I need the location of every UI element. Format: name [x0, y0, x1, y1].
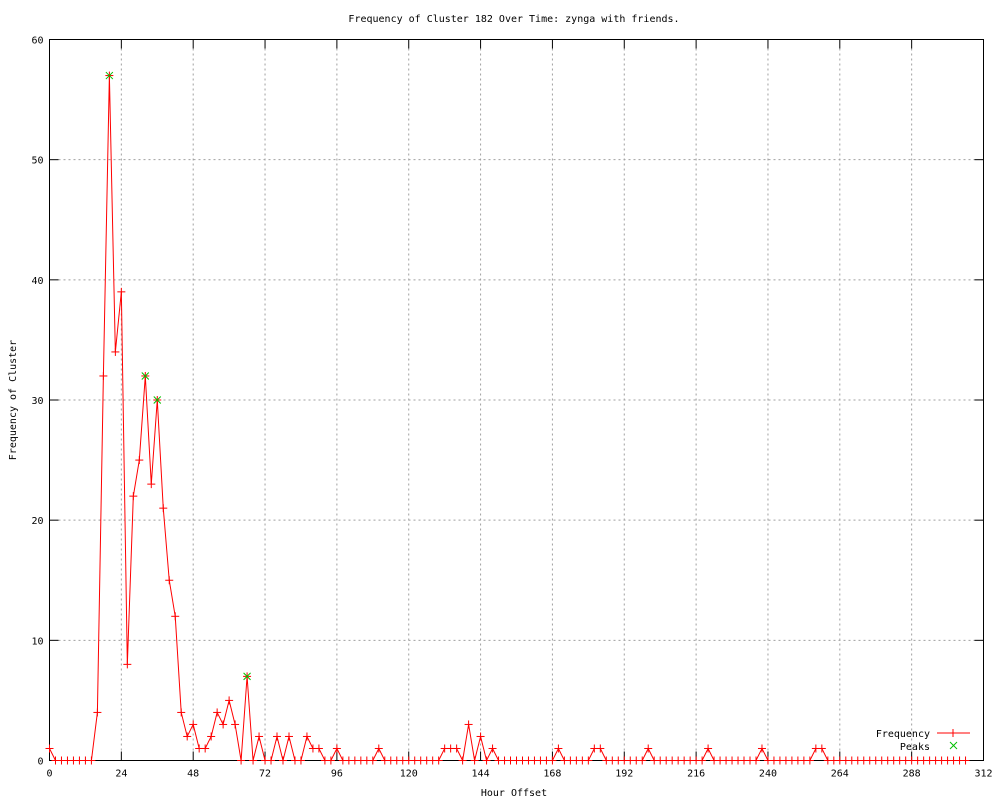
frequency-point	[123, 660, 132, 669]
frequency-point	[638, 756, 647, 765]
x-tick-label: 0	[46, 769, 52, 780]
frequency-point	[476, 732, 485, 741]
frequency-point	[817, 744, 826, 753]
frequency-point	[961, 756, 970, 765]
peak-point	[153, 396, 162, 404]
frequency-point	[805, 756, 814, 765]
y-tick-label: 60	[31, 36, 43, 47]
frequency-point	[279, 756, 287, 765]
frequency-point	[87, 756, 96, 765]
legend-label-frequency: Frequency	[876, 729, 930, 740]
frequency-point	[704, 744, 713, 753]
peak-point-b	[141, 372, 150, 380]
axes: 0 10 20 30 40 50 60 0 24 48 72 96 120 144 168 192 216 240…	[31, 36, 992, 780]
y-tick-label: 30	[31, 396, 43, 407]
frequency-point	[255, 732, 264, 741]
frequency-point	[201, 744, 210, 753]
frequency-point	[213, 708, 222, 717]
frequency-point	[231, 720, 240, 729]
y-tick-label: 0	[37, 757, 43, 768]
peak-point	[105, 71, 114, 80]
x-tick-label: 72	[259, 769, 271, 780]
frequency-point	[159, 504, 168, 513]
frequency-point	[99, 371, 108, 380]
frequency-point	[225, 696, 234, 705]
frequency-point	[368, 756, 377, 765]
frequency-point	[237, 756, 246, 765]
frequency-point	[135, 456, 144, 465]
frequency-point	[698, 756, 707, 765]
frequency-point	[470, 756, 479, 765]
frequency-point	[267, 756, 276, 765]
legend-marker-peaks	[949, 741, 958, 750]
x-tick-label: 192	[615, 769, 633, 780]
frequency-point	[183, 732, 192, 741]
x-tick-label: 168	[543, 769, 561, 780]
frequency-point	[273, 732, 282, 741]
legend: Frequency Peaks	[876, 729, 970, 753]
y-tick-label: 10	[31, 636, 43, 647]
x-axis-label: Hour Offset	[481, 788, 547, 799]
frequency-point	[93, 708, 102, 717]
y-axis-label: Frequency of Cluster	[8, 340, 19, 460]
frequency-point	[488, 744, 497, 753]
frequency-point	[177, 708, 186, 717]
frequency-point	[482, 756, 491, 765]
grid	[58, 48, 975, 752]
peak-point-b	[243, 672, 251, 681]
frequency-point	[117, 287, 126, 296]
legend-label-peaks: Peaks	[900, 742, 930, 753]
series-layer	[45, 71, 970, 765]
frequency-point	[284, 732, 293, 741]
x-tick-label: 24	[115, 769, 127, 780]
frequency-point	[548, 756, 557, 765]
frequency-point	[458, 756, 467, 765]
chart-title: Frequency of Cluster 182 Over Time: zyng…	[348, 14, 679, 25]
frequency-point	[644, 744, 653, 753]
frequency-point	[45, 744, 54, 753]
y-tick-label: 50	[31, 156, 43, 167]
x-tick-label: 312	[974, 769, 992, 780]
frequency-point	[326, 756, 335, 765]
frequency-point	[434, 756, 443, 765]
peak-point-b	[105, 71, 114, 80]
frequency-point	[207, 732, 216, 741]
frequency-point	[165, 576, 174, 585]
x-tick-label: 144	[472, 769, 490, 780]
peak-point-b	[153, 396, 162, 404]
frequency-point	[554, 744, 563, 753]
frequency-point	[296, 756, 305, 765]
x-tick-label: 48	[187, 769, 199, 780]
frequency-point	[314, 744, 323, 753]
frequency-point	[751, 756, 760, 765]
frequency-point	[147, 480, 156, 489]
frequency-point	[464, 720, 473, 729]
frequency-line	[49, 75, 966, 763]
frequency-point	[374, 744, 383, 753]
x-tick-label: 240	[759, 769, 777, 780]
x-tick-label: 216	[687, 769, 705, 780]
frequency-point	[219, 720, 228, 729]
y-tick-label: 40	[31, 276, 43, 287]
frequency-point	[249, 756, 258, 765]
x-tick-label: 96	[331, 769, 343, 780]
frequency-point	[332, 744, 341, 753]
frequency-point	[189, 720, 198, 729]
frequency-point	[596, 744, 605, 753]
x-tick-label: 264	[831, 769, 849, 780]
x-tick-label: 120	[400, 769, 418, 780]
x-tick-label: 288	[903, 769, 921, 780]
frequency-point	[584, 756, 593, 765]
frequency-point	[129, 492, 138, 501]
peak-point	[243, 672, 251, 681]
frequency-point	[302, 732, 311, 741]
y-tick-label: 20	[31, 516, 43, 527]
frequency-point	[757, 744, 766, 753]
frequency-point	[452, 744, 461, 753]
frequency-point	[111, 347, 120, 356]
frequency-point	[171, 612, 180, 621]
peak-point	[141, 372, 150, 380]
